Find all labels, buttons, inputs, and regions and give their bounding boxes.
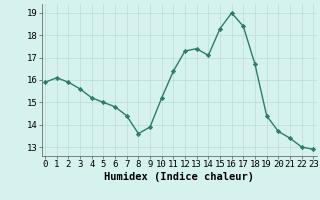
X-axis label: Humidex (Indice chaleur): Humidex (Indice chaleur) (104, 172, 254, 182)
